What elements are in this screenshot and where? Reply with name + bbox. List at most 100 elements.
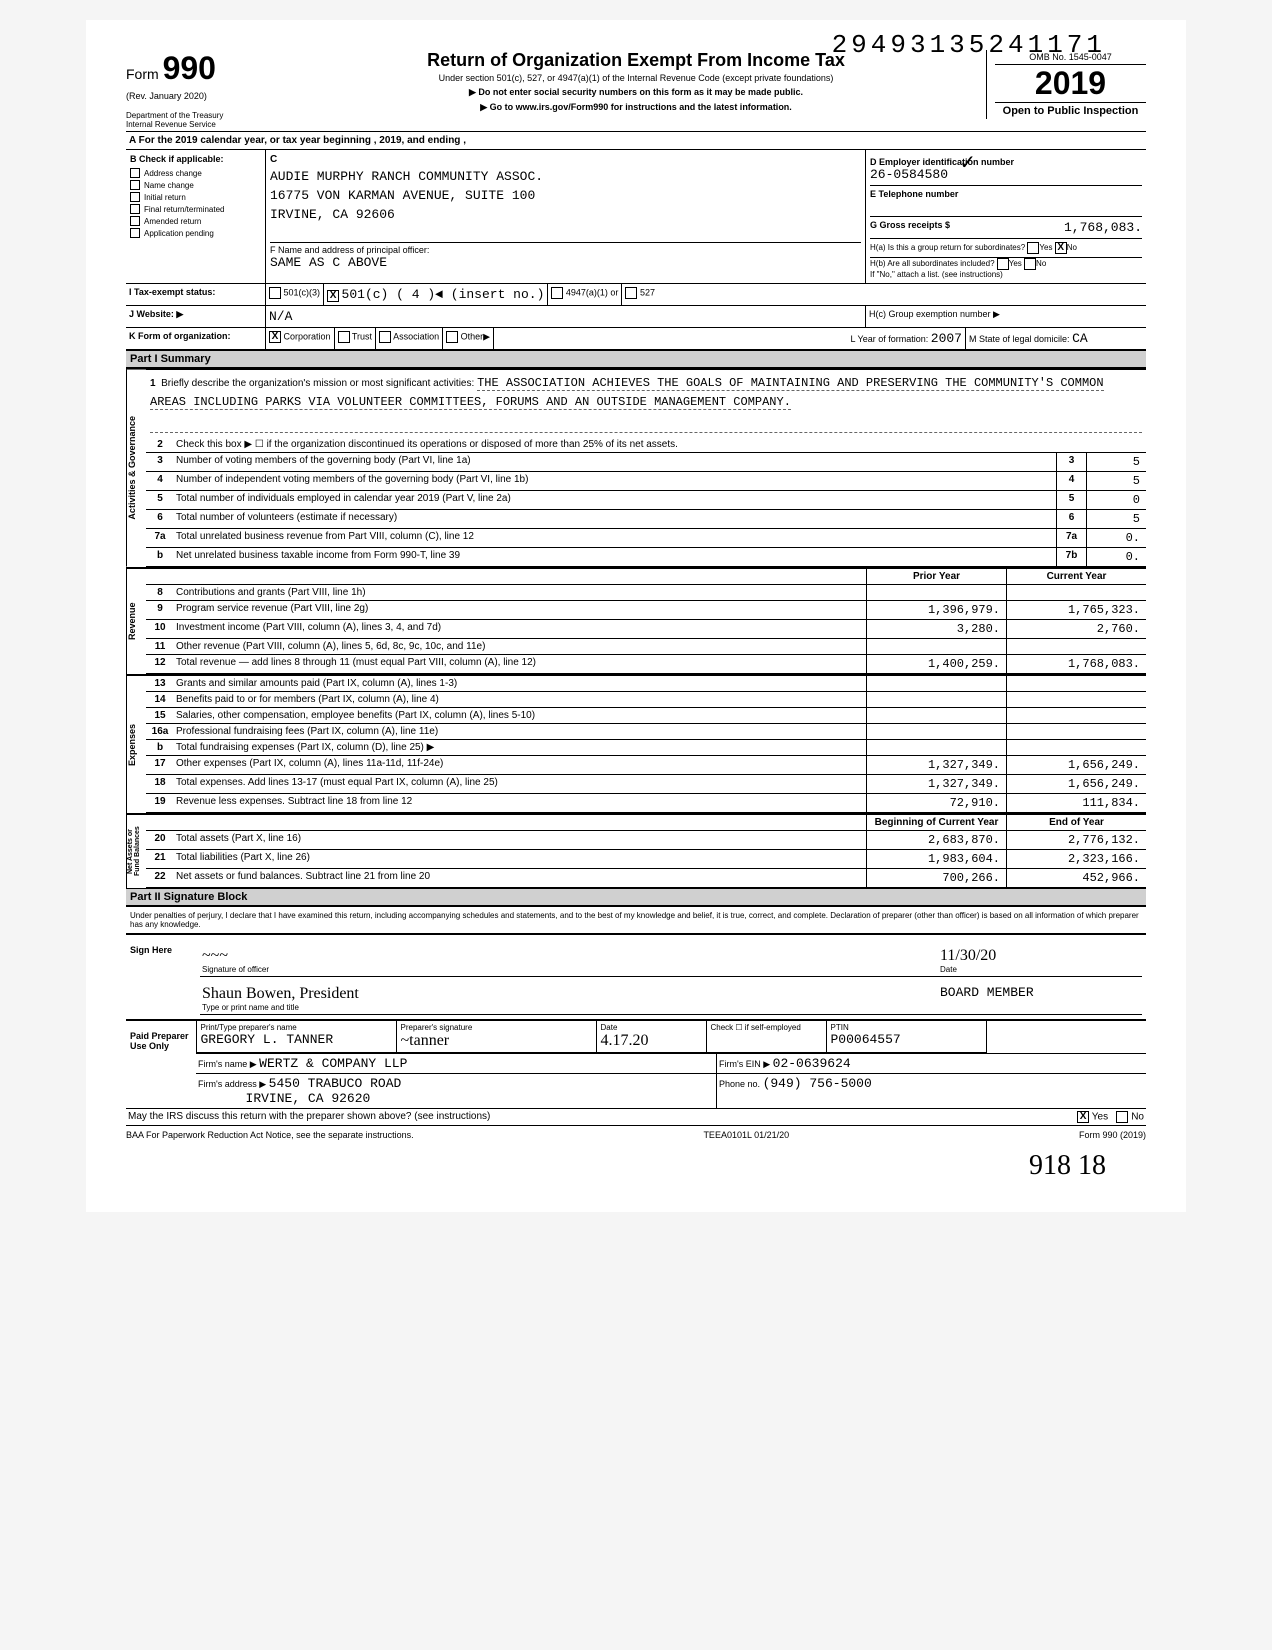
col-b: B Check if applicable: Address change Nam… — [126, 150, 266, 283]
checkbox-item[interactable]: Name change — [130, 180, 261, 190]
expense-label: Expenses — [126, 676, 146, 813]
line-row: 11Other revenue (Part VIII, column (A), … — [146, 639, 1146, 655]
preparer-signature[interactable]: ~tanner — [401, 1032, 450, 1049]
org-addr2: IRVINE, CA 92606 — [270, 207, 861, 222]
prior-year-hdr: Prior Year — [866, 569, 1006, 584]
handwritten-bottom: 918 18 — [126, 1150, 1146, 1182]
form-title-block: Form 990 (Rev. January 2020) Department … — [126, 50, 286, 129]
part-ii-bar: Part II Signature Block — [126, 888, 1146, 906]
preparer-name: GREGORY L. TANNER — [201, 1032, 334, 1047]
line-row: 10Investment income (Part VIII, column (… — [146, 620, 1146, 639]
year-block: OMB No. 1545-0047 2019 Open to Public In… — [986, 50, 1146, 119]
beg-year-hdr: Beginning of Current Year — [866, 815, 1006, 830]
line-row: 3Number of voting members of the governi… — [146, 453, 1146, 472]
527-box[interactable] — [625, 287, 637, 299]
revenue-section: Revenue Prior Year Current Year 8Contrib… — [126, 567, 1146, 674]
row-a: A For the 2019 calendar year, or tax yea… — [126, 132, 1146, 150]
line-row: 20Total assets (Part X, line 16)2,683,87… — [146, 831, 1146, 850]
governance-label: Activities & Governance — [126, 370, 146, 567]
firm-addr1: 5450 TRABUCO ROAD — [269, 1076, 402, 1091]
net-section: Net Assets or Fund Balances Beginning of… — [126, 813, 1146, 888]
tax-year: 2019 — [995, 65, 1146, 102]
hb-yes-box[interactable] — [997, 258, 1009, 270]
line-row: 16aProfessional fundraising fees (Part I… — [146, 724, 1146, 740]
ha-yes-box[interactable] — [1027, 242, 1039, 254]
checkbox-item[interactable]: Amended return — [130, 216, 261, 226]
discuss-question: May the IRS discuss this return with the… — [128, 1111, 1077, 1123]
org-addr1: 16775 VON KARMAN AVENUE, SUITE 100 — [270, 188, 861, 203]
ein-label: D Employer identification number — [870, 157, 1142, 167]
line-row: 9Program service revenue (Part VIII, lin… — [146, 601, 1146, 620]
note-ssn: ▶ Do not enter social security numbers o… — [296, 87, 976, 98]
line-row: bTotal fundraising expenses (Part IX, co… — [146, 740, 1146, 756]
sign-date: 11/30/20 — [940, 947, 1140, 965]
ha-no-box[interactable]: X — [1055, 242, 1067, 254]
line-row: 8Contributions and grants (Part VIII, li… — [146, 585, 1146, 601]
self-employed-check[interactable]: Check ☐ if self-employed — [706, 1020, 827, 1053]
line-row: 19Revenue less expenses. Subtract line 1… — [146, 794, 1146, 813]
form-footer: Form 990 (2019) — [1079, 1130, 1146, 1140]
main-grid: B Check if applicable: Address change Nam… — [126, 150, 1146, 284]
line-row: 13Grants and similar amounts paid (Part … — [146, 676, 1146, 692]
ein-value: 26-0584580 — [870, 167, 1142, 182]
firm-name: WERTZ & COMPANY LLP — [259, 1056, 407, 1071]
line-row: 6Total number of volunteers (estimate if… — [146, 510, 1146, 529]
row-f-value: SAME AS C ABOVE — [270, 255, 387, 270]
officer-signature[interactable]: ~~~ — [202, 947, 940, 965]
line-row: 17Other expenses (Part IX, column (A), l… — [146, 756, 1146, 775]
col-dg: D Employer identification number 26-0584… — [866, 150, 1146, 283]
line-row: 22Net assets or fund balances. Subtract … — [146, 869, 1146, 888]
firm-ein: 02-0639624 — [773, 1056, 851, 1071]
col-c-label: C — [270, 154, 861, 165]
form-page: 29493135241171 ✓ Form 990 (Rev. January … — [86, 20, 1186, 1212]
col-b-header: B Check if applicable: — [130, 154, 261, 164]
discuss-yes-box[interactable]: X — [1077, 1111, 1089, 1123]
part-i-bar: Part I Summary — [126, 350, 1146, 368]
open-public: Open to Public Inspection — [995, 102, 1146, 119]
line-row: bNet unrelated business taxable income f… — [146, 548, 1146, 567]
net-label: Net Assets or Fund Balances — [126, 815, 146, 888]
line-row: 21Total liabilities (Part X, line 26)1,9… — [146, 850, 1146, 869]
hb-note: If "No," attach a list. (see instruction… — [870, 270, 1003, 279]
teea-code: TEEA0101L 01/21/20 — [703, 1130, 789, 1140]
assoc-box[interactable] — [379, 331, 391, 343]
4947-box[interactable] — [551, 287, 563, 299]
checkbox-item[interactable]: Initial return — [130, 192, 261, 202]
typed-name: Shaun Bowen, President — [202, 985, 940, 1003]
revenue-label: Revenue — [126, 569, 146, 674]
row-j: J Website: ▶ N/A H(c) Group exemption nu… — [126, 306, 1146, 328]
row-f-label: F Name and address of principal officer: — [270, 245, 429, 255]
row-i: I Tax-exempt status: 501(c)(3) X 501(c) … — [126, 284, 1146, 306]
note-url: ▶ Go to www.irs.gov/Form990 for instruct… — [296, 102, 976, 113]
paid-prep-label: Paid Preparer Use Only — [126, 1021, 196, 1108]
trust-box[interactable] — [338, 331, 350, 343]
hb-no-box[interactable] — [1024, 258, 1036, 270]
gross-value: 1,768,083. — [1064, 220, 1142, 235]
discuss-no-box[interactable] — [1116, 1111, 1128, 1123]
checkbox-item[interactable]: Application pending — [130, 228, 261, 238]
governance-section: Activities & Governance 1 Briefly descri… — [126, 368, 1146, 567]
end-year-hdr: End of Year — [1006, 815, 1146, 830]
line-row: 4Number of independent voting members of… — [146, 472, 1146, 491]
current-year-hdr: Current Year — [1006, 569, 1146, 584]
501c3-box[interactable] — [269, 287, 281, 299]
initials-mark: ✓ — [959, 150, 976, 175]
sign-here-block: Sign Here ~~~ Signature of officer 11/30… — [126, 933, 1146, 1019]
stamp-number: 29493135241171 — [832, 30, 1106, 60]
501c-box[interactable]: X — [327, 290, 339, 302]
firm-addr2: IRVINE, CA 92620 — [246, 1091, 371, 1106]
checkbox-item[interactable]: Address change — [130, 168, 261, 178]
return-subtitle: Under section 501(c), 527, or 4947(a)(1)… — [296, 73, 976, 83]
sign-here-label: Sign Here — [126, 935, 196, 1019]
line-row: 18Total expenses. Add lines 13-17 (must … — [146, 775, 1146, 794]
corp-box[interactable]: X — [269, 331, 281, 343]
perjury-text: Under penalties of perjury, I declare th… — [126, 906, 1146, 933]
gross-label: G Gross receipts $ — [870, 220, 950, 235]
expense-section: Expenses 13Grants and similar amounts pa… — [126, 674, 1146, 813]
line-row: 7aTotal unrelated business revenue from … — [146, 529, 1146, 548]
form-990-label: Form 990 — [126, 50, 286, 87]
other-box[interactable] — [446, 331, 458, 343]
row-k: K Form of organization: X Corporation Tr… — [126, 328, 1146, 350]
checkbox-item[interactable]: Final return/terminated — [130, 204, 261, 214]
preparer-date: 4.17.20 — [601, 1032, 649, 1049]
